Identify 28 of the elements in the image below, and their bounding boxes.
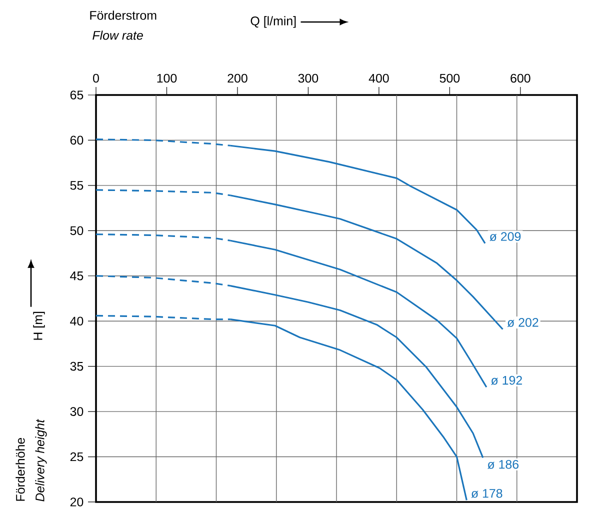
- text: Förderstrom: [90, 10, 156, 20]
- text: Delivery height: [35, 419, 47, 502]
- text: Flow rate: [92, 30, 143, 40]
- y-tick-label: 45: [70, 272, 84, 280]
- x-tick-label: 600: [510, 74, 530, 83]
- series-label: ø 192: [491, 376, 522, 385]
- y-tick-label: 65: [70, 90, 84, 100]
- y-tick-label: 30: [70, 407, 84, 416]
- x-axis-title: Q [l/min]: [250, 16, 296, 28]
- series-label: ø 202: [507, 318, 538, 327]
- y-tick-label: 20: [70, 498, 84, 506]
- series-label: ø 178: [471, 488, 502, 498]
- y-tick-label: 55: [70, 181, 84, 190]
- x-tick-label: 400: [368, 74, 389, 83]
- x-tick-label: 100: [157, 74, 177, 83]
- x-tick-label: 0: [93, 74, 99, 83]
- text: Förderhöhe: [16, 438, 25, 501]
- y-tick-label: 60: [70, 136, 84, 145]
- y-axis-title: H [m]: [33, 312, 45, 340]
- series-label: ø 186: [487, 460, 518, 469]
- y-tick-label: 40: [70, 316, 84, 326]
- x-tick-label: 200: [228, 74, 248, 83]
- y-tick-label: 50: [70, 226, 84, 236]
- y-tick-label: 35: [70, 362, 84, 371]
- x-tick-label: 300: [298, 74, 318, 83]
- y-tick-label: 25: [70, 452, 84, 462]
- series-label: ø 209: [490, 232, 521, 242]
- x-tick-label: 500: [440, 74, 460, 83]
